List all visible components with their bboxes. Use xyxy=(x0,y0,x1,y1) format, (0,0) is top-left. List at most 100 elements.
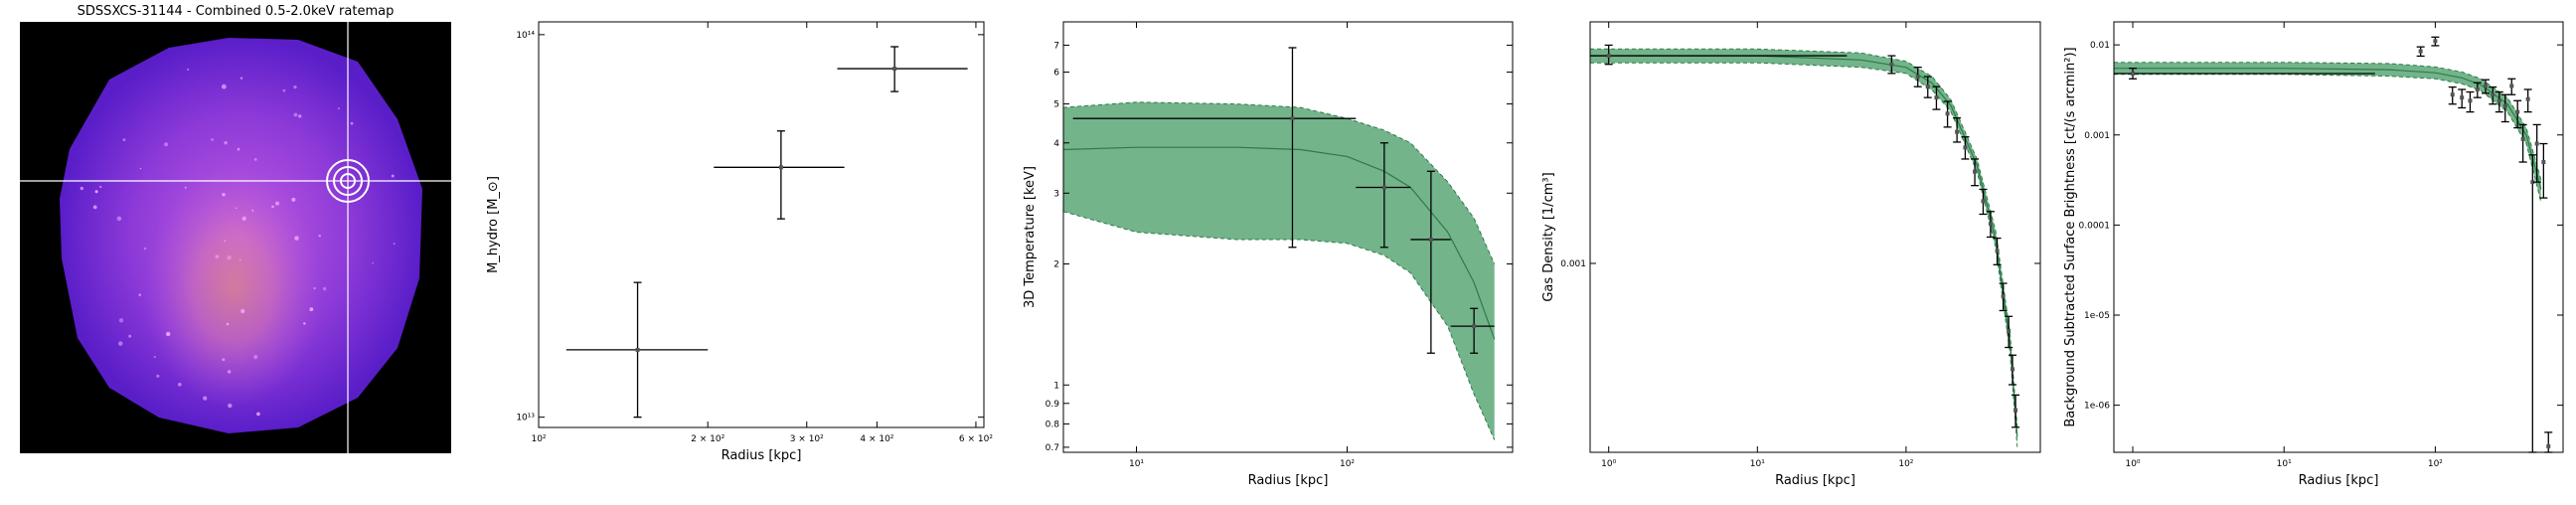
axes-frame xyxy=(538,21,985,428)
ratemap-title: SDSSXCS-31144 - Combined 0.5-2.0keV rate… xyxy=(78,4,395,19)
data-marker xyxy=(2011,367,2015,372)
data-point xyxy=(1923,76,1932,98)
data-marker xyxy=(2491,92,2496,97)
data-marker xyxy=(635,347,640,352)
data-point xyxy=(565,281,709,419)
data-marker xyxy=(2546,443,2551,448)
point-source xyxy=(156,374,160,378)
temperature-panel: 10¹ 10² 0.7 0.8 0.9 1 2 3 4 5 6 7 Radius [kpc] 3D Tem… xyxy=(1004,0,1530,501)
data-marker xyxy=(1973,169,1978,174)
model-lower-bound xyxy=(1062,211,1496,440)
point-source xyxy=(372,261,374,264)
data-marker xyxy=(1915,75,1920,80)
point-source xyxy=(313,286,316,290)
data-marker xyxy=(2509,84,2514,88)
point-source xyxy=(178,383,182,387)
point-source xyxy=(236,207,238,210)
ratemap-point-sources xyxy=(80,69,396,417)
x-tick-label: 2 × 10² xyxy=(691,434,724,444)
x-axis-label: Radius [kpc] xyxy=(1248,473,1329,488)
point-source xyxy=(224,141,228,145)
density-chart: 10⁰ 10¹ 10² 0.001 Radius [kpc] Gas Density [1… xyxy=(1541,21,2041,488)
plot-area xyxy=(1062,47,1496,440)
data-point xyxy=(1953,117,1962,143)
data-marker xyxy=(2515,109,2520,114)
y-tick-label: 3 xyxy=(1053,189,1059,199)
axis-ticks: 10² 2 × 10² 3 × 10² 4 × 10² 6 × 10² 10¹³ 10¹⁴ xyxy=(516,22,993,444)
model-lower-bound xyxy=(1590,62,2018,447)
data-point xyxy=(1999,282,2008,312)
point-source xyxy=(138,293,141,296)
data-marker xyxy=(1428,237,1433,242)
y-tick-label: 5 xyxy=(1053,100,1059,110)
data-marker xyxy=(2530,180,2535,185)
point-source xyxy=(211,138,215,141)
y-tick-label: 1 xyxy=(1053,381,1059,391)
data-point xyxy=(2523,88,2532,113)
data-point xyxy=(2528,154,2537,453)
data-point xyxy=(1410,170,1451,354)
temperature-chart: 10¹ 10² 0.7 0.8 0.9 1 2 3 4 5 6 7 Radius [kpc] 3D Tem… xyxy=(1023,21,1514,488)
data-marker xyxy=(1945,111,1950,116)
point-source xyxy=(99,185,102,189)
point-source xyxy=(203,396,208,401)
model-confidence-band xyxy=(1590,49,2017,447)
point-source xyxy=(282,88,286,92)
data-marker xyxy=(1472,324,1477,329)
data-point xyxy=(2458,88,2467,109)
y-tick-label: 0.001 xyxy=(2084,131,2110,141)
y-tick-label: 10¹⁴ xyxy=(516,31,535,41)
x-tick-label: 10¹ xyxy=(1129,459,1144,469)
y-axis-label: 3D Temperature [keV] xyxy=(1023,166,1038,308)
model-confidence-band xyxy=(1063,101,1495,440)
source-ring-middle xyxy=(333,166,363,196)
point-source xyxy=(393,243,396,246)
data-marker xyxy=(2460,95,2465,100)
data-point xyxy=(2473,82,2482,98)
data-point xyxy=(2544,431,2553,453)
data-marker xyxy=(1925,84,1930,89)
point-source xyxy=(222,358,226,362)
y-tick-label: 0.0001 xyxy=(2079,221,2111,231)
data-marker xyxy=(1606,54,1611,59)
mass-chart: 10² 2 × 10² 3 × 10² 4 × 10² 6 × 10² 10¹³ 10¹⁴ R… xyxy=(486,21,993,463)
data-point xyxy=(2481,79,2490,94)
mass-panel: 10² 2 × 10² 3 × 10² 4 × 10² 6 × 10² 10¹³ 10¹⁴ R… xyxy=(467,0,1004,501)
point-source xyxy=(253,158,257,161)
y-tick-label: 0.7 xyxy=(1046,443,1059,453)
data-marker xyxy=(1988,221,1993,226)
data-marker xyxy=(1290,116,1295,121)
point-source xyxy=(253,355,258,360)
data-point xyxy=(1932,85,1941,110)
point-source xyxy=(224,240,227,243)
data-marker xyxy=(2007,328,2012,333)
axes-frame xyxy=(1589,21,2041,453)
point-source xyxy=(166,331,171,337)
data-marker xyxy=(2534,141,2539,146)
point-source xyxy=(227,370,232,374)
source-ring-outer xyxy=(326,159,370,203)
data-marker xyxy=(1934,95,1939,100)
x-tick-label: 10⁰ xyxy=(2125,459,2140,469)
point-source xyxy=(116,216,122,222)
data-point xyxy=(2009,354,2017,386)
source-ring-inner xyxy=(340,173,356,189)
x-tick-label: 3 × 10² xyxy=(790,434,824,444)
point-source xyxy=(293,112,298,117)
plot-area xyxy=(1590,44,2020,447)
y-tick-label: 4 xyxy=(1053,139,1059,149)
data-point xyxy=(2513,99,2522,129)
point-source xyxy=(271,205,274,209)
data-point xyxy=(2489,85,2497,105)
data-point xyxy=(1986,211,1995,239)
point-source xyxy=(118,341,123,346)
x-tick-label: 10¹ xyxy=(2277,459,2292,469)
x-tick-label: 6 × 10² xyxy=(959,434,993,444)
y-tick-label: 0.001 xyxy=(1560,259,1586,269)
point-source xyxy=(122,138,126,142)
x-tick-label: 10² xyxy=(1898,459,1913,469)
point-source xyxy=(139,167,142,170)
point-source xyxy=(322,286,327,291)
point-source xyxy=(226,322,230,326)
data-point xyxy=(2507,78,2516,95)
